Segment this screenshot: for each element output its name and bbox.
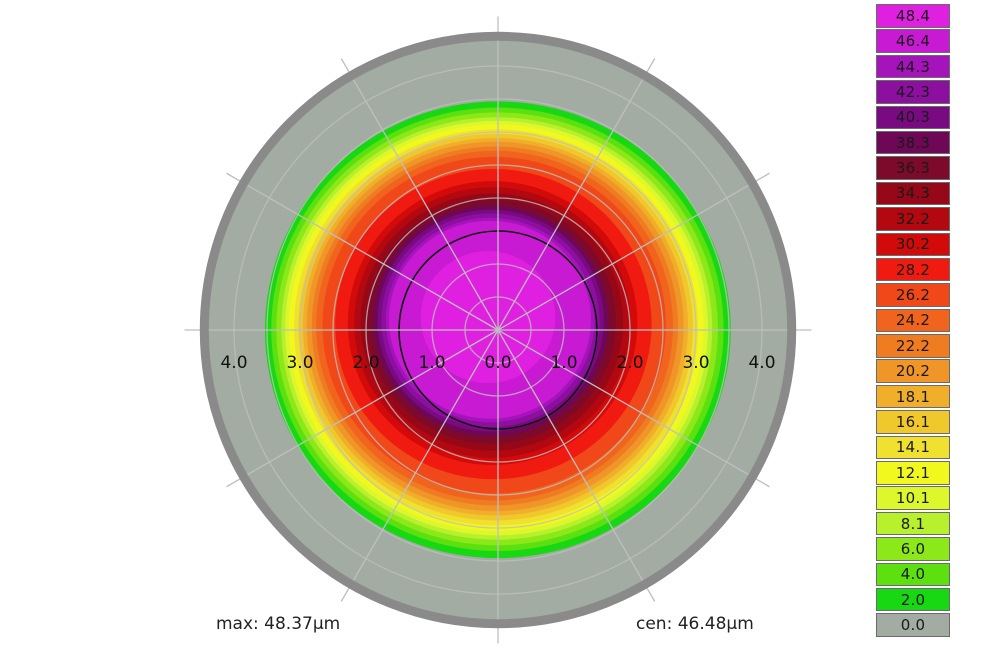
legend-swatch: 2.0 bbox=[876, 587, 950, 612]
legend-swatch: 24.2 bbox=[876, 308, 950, 333]
radial-tick-label: 4.0 bbox=[748, 353, 775, 373]
legend-swatch: 28.2 bbox=[876, 257, 950, 282]
radial-tick-labels: 4.0 3.0 2.0 1.0 0.0 1.0 2.0 3.0 4.0 bbox=[220, 353, 775, 373]
legend-swatch: 36.3 bbox=[876, 156, 950, 180]
radial-tick-label: 2.0 bbox=[616, 353, 643, 373]
radial-tick-label: 1.0 bbox=[418, 353, 445, 373]
grid-spoke bbox=[497, 329, 770, 488]
legend-swatch: 42.3 bbox=[876, 80, 950, 104]
radial-tick-label: 2.0 bbox=[352, 353, 379, 373]
legend-swatch: 40.3 bbox=[876, 105, 950, 130]
legend-swatch: 12.1 bbox=[876, 461, 950, 485]
grid-spoke bbox=[497, 329, 656, 602]
grid-spoke bbox=[226, 329, 499, 488]
center-thickness-label: cen: 46.48µm bbox=[636, 614, 754, 634]
grid-spoke bbox=[340, 58, 499, 331]
legend-swatch: 48.4 bbox=[876, 4, 950, 28]
legend-swatch: 8.1 bbox=[876, 511, 950, 536]
legend-swatch: 26.2 bbox=[876, 283, 950, 307]
legend-swatch: 14.1 bbox=[876, 435, 950, 460]
legend-swatch: 30.2 bbox=[876, 232, 950, 257]
polar-grid bbox=[184, 16, 812, 644]
legend-swatch: 22.2 bbox=[876, 334, 950, 358]
radial-tick-label: 3.0 bbox=[682, 353, 709, 373]
radial-tick-label: 4.0 bbox=[220, 353, 247, 373]
legend-swatch: 6.0 bbox=[876, 537, 950, 561]
legend-swatch: 18.1 bbox=[876, 384, 950, 409]
legend-swatch: 16.1 bbox=[876, 410, 950, 434]
color-scale-legend: 48.4 46.4 44.3 42.3 40.3 38.3 36.3 34.3 32.2 30.2… bbox=[876, 4, 950, 639]
legend-swatch: 4.0 bbox=[876, 562, 950, 587]
radial-tick-label: 0.0 bbox=[484, 353, 511, 373]
grid-spoke bbox=[226, 172, 499, 331]
legend-swatch: 38.3 bbox=[876, 130, 950, 155]
legend-swatch: 44.3 bbox=[876, 54, 950, 79]
radial-tick-label: 3.0 bbox=[286, 353, 313, 373]
thickness-map: 4.0 3.0 2.0 1.0 0.0 1.0 2.0 3.0 4.0 bbox=[184, 16, 812, 644]
grid-spoke bbox=[340, 329, 499, 602]
legend-swatch: 34.3 bbox=[876, 181, 950, 206]
grid-spoke bbox=[497, 172, 770, 331]
legend-swatch: 0.0 bbox=[876, 613, 950, 637]
legend-swatch: 32.2 bbox=[876, 207, 950, 231]
legend-swatch: 20.2 bbox=[876, 359, 950, 383]
thickness-band-48-4 bbox=[420, 251, 556, 384]
grid-spoke bbox=[497, 58, 656, 331]
legend-swatch: 46.4 bbox=[876, 29, 950, 53]
radial-tick-label: 1.0 bbox=[550, 353, 577, 373]
max-thickness-label: max: 48.37µm bbox=[216, 614, 341, 634]
outer-rim bbox=[199, 31, 797, 629]
legend-swatch: 10.1 bbox=[876, 486, 950, 510]
